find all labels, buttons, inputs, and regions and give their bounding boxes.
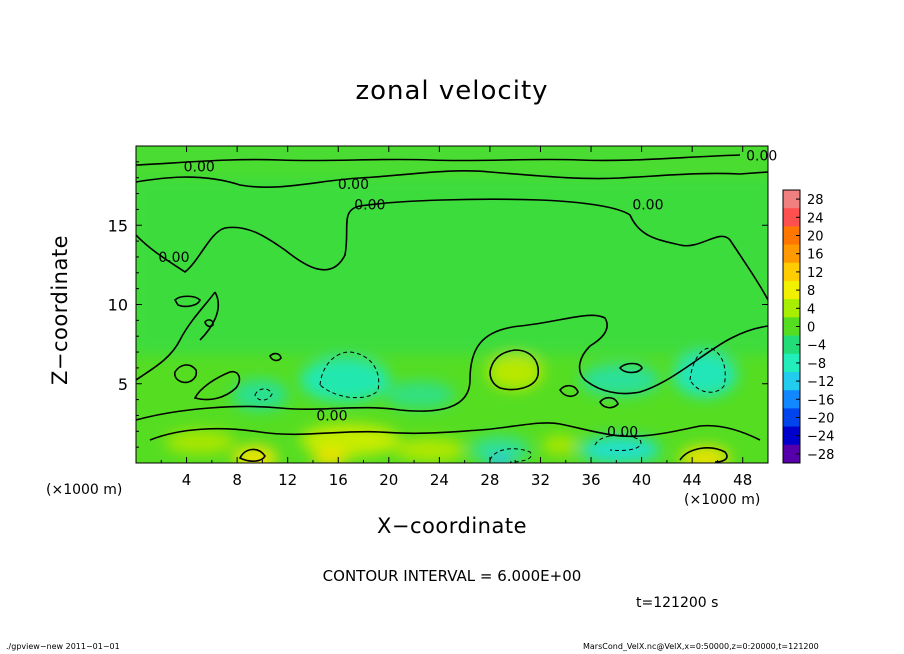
x-axis-unit-label: (×1000 m) (684, 492, 761, 508)
colorbar-swatch (783, 353, 800, 373)
contour-label: 0.00 (316, 408, 347, 424)
contour-label: 0.00 (158, 250, 189, 266)
x-axis: 4 8 12 16 20 24 28 32 36 40 44 48 (160, 146, 752, 489)
colorbar-swatch (783, 335, 800, 355)
colorbar-label: −4 (807, 339, 826, 354)
colorbar-swatch (783, 299, 800, 318)
colorbar-swatch (783, 281, 800, 300)
x-tick-label: 12 (278, 471, 297, 489)
x-axis-label: X−coordinate (377, 514, 527, 538)
x-tick-label: 16 (329, 471, 348, 489)
y-axis: 5 10 15 (108, 161, 768, 448)
contour-label: 0.00 (354, 198, 385, 214)
colorbar-swatch (783, 317, 800, 337)
y-tick-label: 5 (118, 375, 128, 394)
x-tick-label: 8 (232, 471, 242, 489)
colorbar-label: −24 (807, 430, 834, 445)
colorbar-label: 4 (807, 302, 815, 317)
x-tick-label: 48 (733, 471, 752, 489)
colorbar-label: 12 (807, 266, 824, 281)
colorbar-swatch (783, 408, 800, 428)
colorbar-swatch (783, 190, 800, 209)
x-tick-label: 20 (379, 471, 398, 489)
colorbar-label: −28 (807, 448, 834, 463)
colorbar-swatch (783, 426, 800, 446)
y-axis-label: Z−coordinate (48, 235, 72, 385)
x-tick-label: 44 (683, 471, 702, 489)
y-axis-unit-label: (×1000 m) (46, 482, 123, 498)
x-tick-label: 24 (430, 471, 449, 489)
colorbar-swatch (783, 226, 800, 246)
contour-lines (136, 154, 768, 463)
colorbar-label: 8 (807, 284, 815, 299)
chart-title: zonal velocity (355, 76, 549, 106)
footer-data-source: MarsCond_VelX.nc@VelX,x=0:50000,z=0:2000… (583, 642, 819, 651)
y-tick-label: 10 (108, 296, 128, 315)
x-tick-label: 40 (632, 471, 651, 489)
colorbar-swatch (783, 390, 800, 409)
colorbar-swatch (783, 208, 800, 227)
contour-label: 0.00 (632, 198, 663, 214)
colorbar-label: 0 (807, 321, 815, 336)
contour-label: 0.00 (184, 160, 215, 176)
colorbar-label: −20 (807, 412, 834, 427)
colorbar-label: 20 (807, 230, 824, 245)
x-tick-label: 4 (182, 471, 192, 489)
velocity-field (136, 146, 768, 463)
colorbar-label: 16 (807, 248, 824, 263)
colorbar-label: −8 (807, 357, 826, 372)
contour-interval-text: CONTOUR INTERVAL = 6.000E+00 (322, 567, 582, 585)
time-text: t=121200 s (636, 595, 719, 611)
x-tick-label: 36 (581, 471, 600, 489)
colorbar: 28 24 20 16 12 8 4 0 −4 −8 −12 −16 −20 −24 −28 (782, 189, 834, 464)
colorbar-swatch (783, 372, 800, 391)
negative-contours (254, 347, 726, 463)
contour-label: 0.00 (338, 177, 369, 193)
contour-labels: 0.00 0.00 0.00 0.00 0.00 0.00 0.00 0.00 (158, 149, 777, 441)
x-tick-label: 32 (531, 471, 550, 489)
footer-program-date: ./gpview−new 2011−01−01 (6, 642, 120, 651)
colorbar-label: 28 (807, 193, 824, 208)
colorbar-swatch (783, 244, 800, 264)
colorbar-swatch (783, 262, 800, 282)
colorbar-label: 24 (807, 211, 824, 226)
colorbar-swatch (783, 444, 800, 464)
y-tick-label: 15 (108, 216, 128, 235)
colorbar-label: −12 (807, 375, 834, 390)
contour-label: 0.00 (607, 424, 638, 440)
x-tick-label: 28 (480, 471, 499, 489)
colorbar-label: −16 (807, 393, 834, 408)
contour-label: 0.00 (746, 149, 777, 165)
